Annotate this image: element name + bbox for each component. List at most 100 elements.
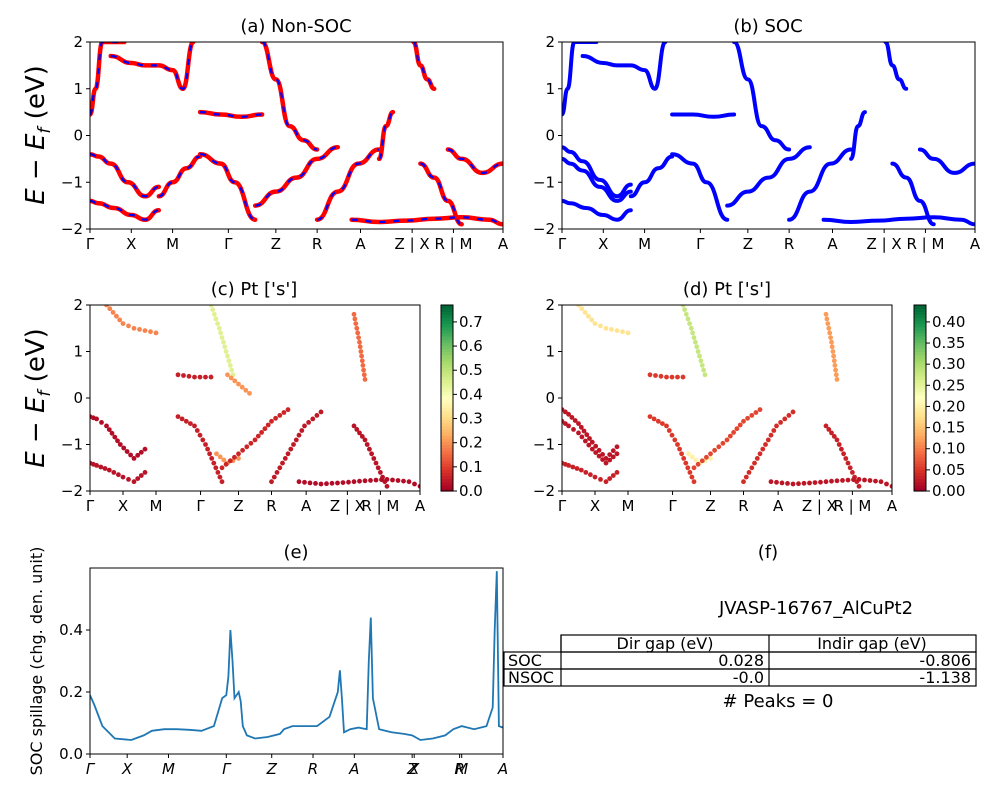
band-line-dash bbox=[90, 42, 125, 116]
band-dot bbox=[867, 478, 873, 483]
xtick-label: Γ bbox=[696, 235, 705, 253]
colorbar-step bbox=[914, 348, 926, 353]
band-dot bbox=[607, 457, 613, 463]
band-dot bbox=[203, 442, 208, 447]
band-line bbox=[259, 42, 320, 152]
colorbar-step bbox=[441, 323, 453, 328]
xtick-label: M bbox=[622, 497, 635, 515]
band-dot bbox=[669, 432, 675, 438]
band-line bbox=[562, 198, 633, 222]
colorbar-step bbox=[914, 391, 926, 396]
ytick-label: −2 bbox=[533, 482, 555, 500]
band-dot bbox=[675, 374, 680, 380]
colorbar-step bbox=[914, 444, 926, 449]
band-dot bbox=[197, 374, 203, 380]
xtick-label: A bbox=[970, 235, 981, 253]
band-dot bbox=[655, 418, 661, 424]
row-soc-indir: -0.806 bbox=[919, 651, 971, 670]
colorbar-tick-label: 0.35 bbox=[932, 334, 965, 352]
band-dot bbox=[354, 427, 360, 432]
band-dot bbox=[222, 344, 228, 350]
band-dot bbox=[679, 451, 684, 457]
band-dot bbox=[285, 451, 291, 457]
band-dot bbox=[878, 479, 884, 485]
panel-a-title: (a) Non-SOC bbox=[240, 16, 351, 37]
xtick-label: R bbox=[738, 497, 748, 515]
band-dot bbox=[683, 311, 689, 317]
xtick-label: R bbox=[308, 760, 318, 778]
colorbar-step bbox=[441, 472, 453, 477]
band-dot bbox=[188, 421, 193, 426]
band-line-dash bbox=[412, 42, 435, 90]
colorbar-step bbox=[914, 472, 926, 477]
band-dot bbox=[698, 358, 704, 364]
colorbar-step bbox=[914, 345, 926, 349]
xtick-label: Γ bbox=[222, 760, 232, 778]
band-dot bbox=[625, 330, 631, 336]
band-dot bbox=[281, 410, 287, 415]
colorbar-step bbox=[914, 484, 926, 489]
colorbar-step bbox=[914, 401, 926, 405]
band-dot bbox=[218, 330, 224, 336]
colorbar-step bbox=[914, 317, 926, 322]
band-dot bbox=[664, 374, 669, 380]
band-line bbox=[445, 147, 503, 176]
colorbar-step bbox=[441, 348, 453, 353]
colorbar-step bbox=[441, 410, 453, 415]
band-dot bbox=[131, 456, 137, 461]
colorbar-tick-label: 0.05 bbox=[932, 461, 965, 479]
band-dot bbox=[782, 416, 788, 422]
band-dot bbox=[359, 358, 365, 364]
colorbar-step bbox=[441, 388, 453, 393]
band-dot bbox=[647, 414, 653, 419]
band-dot bbox=[699, 363, 705, 368]
xtick-label: R | M bbox=[361, 497, 399, 515]
band-dot bbox=[856, 477, 862, 482]
band-dot bbox=[226, 358, 232, 364]
ytick-label: 2 bbox=[545, 33, 555, 51]
band-dot bbox=[823, 423, 829, 429]
band-dot bbox=[373, 460, 379, 466]
band-dot bbox=[856, 483, 862, 489]
band-dot bbox=[110, 310, 116, 315]
band-dot bbox=[285, 407, 291, 413]
band-dot bbox=[351, 423, 357, 429]
band-dot bbox=[843, 456, 849, 461]
band-dot bbox=[207, 451, 213, 457]
band-dot bbox=[236, 451, 241, 457]
xtick-label: Z bbox=[705, 497, 715, 515]
band-dot bbox=[384, 483, 390, 489]
band-dot bbox=[660, 421, 665, 426]
band-dot bbox=[269, 418, 274, 424]
band-dot bbox=[313, 481, 318, 486]
band-dot bbox=[677, 446, 682, 452]
band-dot bbox=[741, 418, 746, 424]
colorbar-step bbox=[914, 419, 926, 424]
band-dot bbox=[346, 479, 351, 485]
band-line bbox=[90, 42, 127, 117]
colorbar-tick-label: 0.30 bbox=[932, 355, 965, 373]
band-dot bbox=[213, 465, 219, 471]
xtick-label: Γ bbox=[558, 235, 567, 253]
xtick-label: Γ bbox=[86, 497, 95, 515]
ytick-label: −1 bbox=[533, 173, 555, 191]
colorbar-step bbox=[441, 398, 453, 402]
header-dir-gap: Dir gap (eV) bbox=[617, 634, 714, 653]
band-dot bbox=[593, 443, 599, 449]
band-dot bbox=[106, 467, 112, 473]
band-dot bbox=[768, 479, 774, 485]
panel-f-title: (f) bbox=[758, 542, 778, 563]
band-dot bbox=[689, 474, 695, 480]
band-dot bbox=[216, 325, 222, 331]
band-dot bbox=[569, 415, 575, 420]
band-dot bbox=[128, 452, 134, 458]
colorbar-step bbox=[441, 342, 453, 346]
band-dot bbox=[310, 416, 316, 422]
band-dot bbox=[324, 481, 329, 487]
band-line-dash bbox=[158, 155, 201, 198]
band-dot bbox=[570, 464, 576, 470]
band-dot bbox=[746, 470, 752, 475]
xtick-label: R bbox=[784, 235, 794, 253]
colorbar-step bbox=[441, 311, 453, 315]
